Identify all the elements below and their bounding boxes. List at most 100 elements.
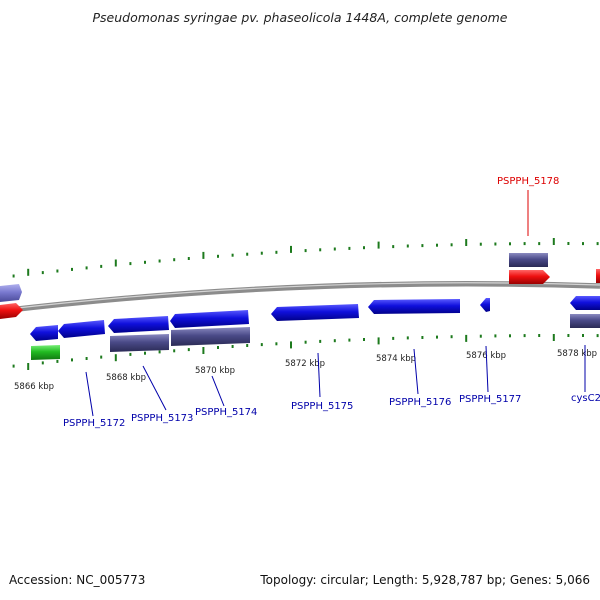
major-tick — [377, 337, 380, 345]
accession-label: Accession: NC_005773 — [9, 573, 146, 587]
minor-tick — [523, 334, 526, 338]
scale-label-5874: 5874 kbp — [376, 354, 416, 364]
major-tick — [202, 347, 205, 354]
minor-tick — [509, 334, 511, 338]
leader-line-5176 — [413, 348, 419, 395]
minor-tick — [85, 357, 88, 360]
minor-tick — [348, 246, 351, 250]
major-tick — [114, 354, 117, 362]
cds-feature-pspph-5173[interactable] — [108, 316, 169, 333]
minor-tick — [71, 267, 73, 271]
minor-tick — [392, 336, 395, 340]
cds-feature-pspph-5176[interactable] — [368, 299, 460, 314]
cds-feature-pspph-5175[interactable] — [271, 304, 359, 321]
minor-tick — [363, 246, 365, 250]
minor-tick — [582, 242, 584, 246]
minor-tick — [319, 248, 322, 252]
minor-tick — [71, 358, 73, 362]
major-tick — [27, 268, 30, 276]
cds-feature-pspph-5172[interactable] — [58, 320, 105, 338]
gene-label-pspph-5174[interactable]: PSPPH_5174 — [195, 407, 257, 418]
minor-tick — [392, 245, 395, 249]
minor-tick — [304, 340, 307, 344]
scale-label-5878: 5878 kbp — [557, 349, 597, 359]
minor-tick — [333, 247, 336, 251]
minor-tick — [231, 253, 234, 257]
minor-tick — [363, 338, 365, 341]
cds-feature-right-edge-red[interactable] — [596, 269, 600, 283]
leader-line-5173 — [142, 365, 167, 411]
topology-label: Topology: circular; Length: 5,928,787 bp… — [260, 573, 590, 587]
minor-tick — [217, 346, 219, 349]
cds-feature-left-lavender[interactable] — [0, 284, 22, 302]
minor-tick — [509, 242, 511, 246]
minor-tick — [333, 339, 336, 343]
gene-label-pspph-5173[interactable]: PSPPH_5173 — [131, 413, 193, 424]
gene-label-pspph-5175[interactable]: PSPPH_5175 — [291, 401, 353, 412]
gene-label-pspph-5172[interactable]: PSPPH_5172 — [63, 418, 125, 429]
scale-label-5868: 5868 kbp — [106, 373, 146, 383]
cds-feature-pspph-5178-red[interactable] — [509, 270, 550, 284]
minor-tick — [187, 257, 190, 260]
outer-tick-row — [12, 238, 599, 278]
cds-feature-left-red[interactable] — [0, 303, 23, 319]
minor-tick — [246, 252, 249, 256]
minor-tick — [596, 242, 599, 246]
minor-tick — [129, 352, 132, 356]
leader-line-5172 — [85, 371, 94, 417]
minor-tick — [523, 242, 526, 246]
minor-tick — [12, 274, 15, 278]
cds-feature-slate-3[interactable] — [570, 314, 600, 328]
scale-label-5872: 5872 kbp — [285, 359, 325, 369]
minor-tick — [129, 262, 132, 266]
cds-feature-green[interactable] — [31, 345, 60, 360]
minor-tick — [41, 271, 44, 275]
gene-label-cysc2[interactable]: cysC2 — [571, 393, 600, 404]
major-tick — [552, 334, 555, 341]
minor-tick — [450, 243, 453, 247]
leader-line-5177 — [485, 345, 489, 393]
cds-feature-1[interactable] — [30, 325, 58, 341]
minor-tick — [260, 251, 263, 255]
minor-tick — [85, 266, 88, 270]
cds-feature-slate-2[interactable] — [171, 327, 250, 346]
major-tick — [465, 334, 468, 342]
minor-tick — [538, 242, 541, 246]
gene-label-pspph-5178[interactable]: PSPPH_5178 — [497, 176, 559, 187]
major-tick — [465, 239, 468, 246]
minor-tick — [494, 242, 497, 246]
minor-tick — [406, 244, 409, 248]
minor-tick — [319, 339, 322, 343]
minor-tick — [41, 361, 44, 365]
cds-feature-pspph-5174[interactable] — [170, 310, 249, 328]
minor-tick — [246, 344, 249, 347]
major-tick — [27, 363, 30, 370]
gene-label-pspph-5176[interactable]: PSPPH_5176 — [389, 397, 451, 408]
minor-tick — [538, 334, 541, 337]
major-tick — [552, 238, 555, 245]
minor-tick — [450, 335, 453, 339]
minor-tick — [56, 269, 59, 273]
cds-feature-pspph-5178-slate[interactable] — [509, 253, 548, 267]
minor-tick — [436, 243, 438, 247]
minor-tick — [260, 343, 263, 347]
cds-feature-pspph-5177[interactable] — [480, 298, 490, 312]
gene-label-pspph-5177[interactable]: PSPPH_5177 — [459, 394, 521, 405]
minor-tick — [479, 242, 482, 246]
minor-tick — [582, 334, 584, 337]
minor-tick — [173, 258, 176, 262]
minor-tick — [100, 355, 103, 359]
scale-label-5866: 5866 kbp — [14, 382, 54, 392]
cds-feature-slate-1[interactable] — [110, 334, 169, 352]
cds-feature-cysc2[interactable] — [570, 296, 600, 310]
inner-tick-row — [12, 334, 599, 370]
minor-tick — [275, 250, 278, 254]
minor-tick — [275, 342, 278, 346]
minor-tick — [187, 348, 190, 352]
major-tick — [377, 241, 380, 249]
minor-tick — [158, 350, 161, 354]
minor-tick — [406, 336, 409, 340]
minor-tick — [56, 359, 59, 363]
minor-tick — [567, 334, 570, 337]
